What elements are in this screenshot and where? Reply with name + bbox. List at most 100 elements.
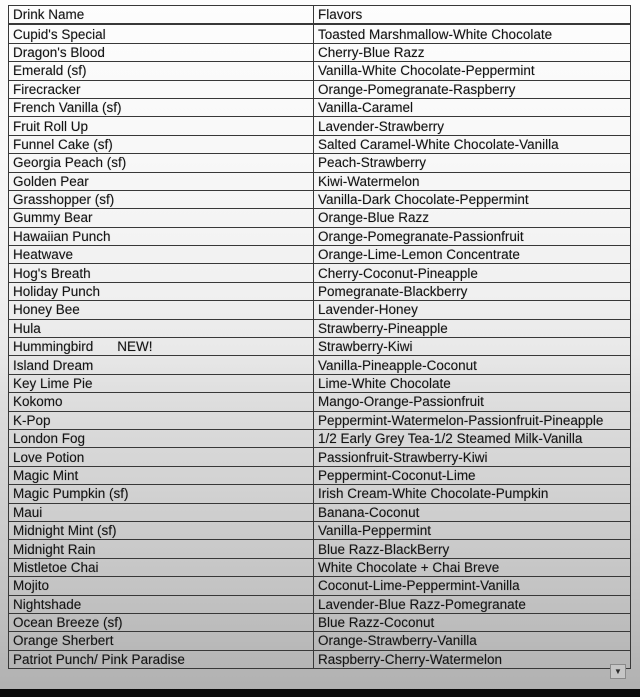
drink-name-cell[interactable]: Midnight Rain	[8, 539, 314, 559]
flavors-cell[interactable]: Strawberry-Pineapple	[313, 318, 631, 339]
drink-name: K-Pop	[13, 412, 51, 428]
drink-name-cell[interactable]: Mistletoe Chai	[8, 557, 314, 578]
drink-name-cell[interactable]: Holiday Punch	[8, 281, 314, 302]
table-row: Mistletoe Chai White Chocolate + Chai Bre…	[8, 557, 631, 578]
table-row: Grasshopper (sf) Vanilla-Dark Chocolate-P…	[8, 189, 631, 210]
drinks-table: Drink Name Flavors Cupid's Special Toaste…	[8, 5, 631, 670]
col-header-flavors[interactable]: Flavors	[313, 5, 631, 26]
table-body: Cupid's Special Toasted Marshmallow-White…	[8, 23, 631, 670]
flavors-cell[interactable]: Lavender-Strawberry	[313, 116, 631, 136]
flavors-cell[interactable]: Cherry-Coconut-Pineapple	[313, 263, 631, 283]
flavors-cell[interactable]: Passionfruit-Strawberry-Kiwi	[313, 447, 631, 467]
flavors-cell[interactable]: Pomegranate-Blackberry	[313, 281, 631, 302]
drink-name: Fruit Roll Up	[13, 118, 89, 134]
flavors-text: Strawberry-Pineapple	[318, 320, 448, 336]
drink-name-cell[interactable]: Gummy Bear	[8, 208, 314, 228]
drink-name-cell[interactable]: K-Pop	[8, 410, 314, 430]
flavors-text: Irish Cream-White Chocolate-Pumpkin	[318, 486, 549, 502]
table-row: Maui Banana-Coconut	[8, 502, 631, 522]
flavors-cell[interactable]: Mango-Orange-Passionfruit	[313, 392, 631, 412]
flavors-cell[interactable]: 1/2 Early Grey Tea-1/2 Steamed Milk-Vani…	[313, 428, 631, 449]
drink-name-cell[interactable]: Island Dream	[8, 355, 314, 375]
table-row: Emerald (sf) Vanilla-White Chocolate-Pepp…	[8, 61, 631, 81]
drink-name-cell[interactable]: Georgia Peach (sf)	[8, 153, 314, 173]
flavors-cell[interactable]: Banana-Coconut	[313, 502, 631, 522]
flavors-cell[interactable]: Peach-Strawberry	[313, 153, 631, 173]
drink-name-cell[interactable]: Ocean Breeze (sf)	[8, 612, 314, 633]
flavors-cell[interactable]: Blue Razz-BlackBerry	[313, 539, 631, 559]
drink-name-cell[interactable]: Midnight Mint (sf)	[8, 520, 314, 541]
drink-name-cell[interactable]: Mojito	[8, 576, 314, 596]
col-header-drink-name[interactable]: Drink Name	[8, 5, 314, 26]
drink-name-cell[interactable]: Kokomo	[8, 392, 314, 412]
drink-name-cell[interactable]: French Vanilla (sf)	[8, 97, 314, 118]
flavors-cell[interactable]: Raspberry-Cherry-Watermelon	[313, 649, 631, 670]
header-row: Drink Name Flavors	[8, 5, 631, 26]
drink-name: Midnight Rain	[13, 541, 96, 557]
drink-name-cell[interactable]: Maui	[8, 502, 314, 522]
scroll-down-button[interactable]: ▼	[610, 664, 626, 679]
table-row: Key Lime Pie Lime-White Chocolate	[8, 373, 631, 394]
drink-name: Golden Pear	[13, 173, 89, 189]
drink-name-cell[interactable]: Magic Pumpkin (sf)	[8, 484, 314, 504]
flavors-cell[interactable]: Orange-Lime-Lemon Concentrate	[313, 245, 631, 265]
drink-name-cell[interactable]: Fruit Roll Up	[8, 116, 314, 136]
drink-name-cell[interactable]: Patriot Punch/ Pink Paradise	[8, 649, 314, 670]
flavors-cell[interactable]: Coconut-Lime-Peppermint-Vanilla	[313, 576, 631, 596]
flavors-cell[interactable]: Irish Cream-White Chocolate-Pumpkin	[313, 484, 631, 504]
flavors-cell[interactable]: Kiwi-Watermelon	[313, 171, 631, 191]
drink-name-cell[interactable]: Hummingbird NEW!	[8, 337, 314, 357]
drink-name: Hula	[13, 320, 41, 336]
drink-name-cell[interactable]: Dragon's Blood	[8, 42, 314, 63]
drink-name: London Fog	[13, 431, 86, 447]
drink-name-cell[interactable]: Cupid's Special	[8, 23, 314, 44]
flavors-text: Orange-Lime-Lemon Concentrate	[318, 247, 520, 263]
drink-name-cell[interactable]: Nightshade	[8, 594, 314, 614]
drink-name-cell[interactable]: Orange Sherbert	[8, 631, 314, 651]
drink-name-cell[interactable]: Grasshopper (sf)	[8, 189, 314, 210]
flavors-cell[interactable]: Orange-Pomegranate-Raspberry	[313, 79, 631, 99]
drink-name-cell[interactable]: Honey Bee	[8, 300, 314, 320]
flavors-cell[interactable]: Vanilla-Caramel	[313, 97, 631, 118]
flavors-cell[interactable]: Salted Caramel-White Chocolate-Vanilla	[313, 134, 631, 155]
drink-name-cell[interactable]: Love Potion	[8, 447, 314, 467]
flavors-cell[interactable]: Lavender-Honey	[313, 300, 631, 320]
flavors-cell[interactable]: Orange-Blue Razz	[313, 208, 631, 228]
flavors-cell[interactable]: Vanilla-Dark Chocolate-Peppermint	[313, 189, 631, 210]
drink-name-cell[interactable]: Heatwave	[8, 245, 314, 265]
drink-name-cell[interactable]: Hog's Breath	[8, 263, 314, 283]
table-row: Love Potion Passionfruit-Strawberry-Kiwi	[8, 447, 631, 467]
flavors-cell[interactable]: Cherry-Blue Razz	[313, 42, 631, 63]
flavors-cell[interactable]: Orange-Strawberry-Vanilla	[313, 631, 631, 651]
flavors-text: Blue Razz-BlackBerry	[318, 541, 450, 557]
drink-name-cell[interactable]: Emerald (sf)	[8, 61, 314, 81]
drink-name: Magic Pumpkin (sf)	[13, 486, 129, 502]
flavors-cell[interactable]: Peppermint-Watermelon-Passionfruit-Pinea…	[313, 410, 631, 430]
flavors-text: Pomegranate-Blackberry	[318, 284, 468, 300]
table-row: Hawaiian Punch Orange-Pomegranate-Passion…	[8, 226, 631, 247]
drink-name: Nightshade	[13, 596, 82, 612]
flavors-cell[interactable]: Lime-White Chocolate	[313, 373, 631, 394]
drink-name-cell[interactable]: Funnel Cake (sf)	[8, 134, 314, 155]
flavors-cell[interactable]: Orange-Pomegranate-Passionfruit	[313, 226, 631, 247]
flavors-cell[interactable]: White Chocolate + Chai Breve	[313, 557, 631, 578]
flavors-cell[interactable]: Strawberry-Kiwi	[313, 337, 631, 357]
flavors-cell[interactable]: Vanilla-Peppermint	[313, 520, 631, 541]
drink-name-cell[interactable]: Golden Pear	[8, 171, 314, 191]
flavors-cell[interactable]: Blue Razz-Coconut	[313, 612, 631, 633]
flavors-cell[interactable]: Vanilla-Pineapple-Coconut	[313, 355, 631, 375]
flavors-cell[interactable]: Vanilla-White Chocolate-Peppermint	[313, 61, 631, 81]
drink-name-cell[interactable]: Magic Mint	[8, 465, 314, 486]
drink-name-cell[interactable]: Key Lime Pie	[8, 373, 314, 394]
flavors-cell[interactable]: Peppermint-Coconut-Lime	[313, 465, 631, 486]
drink-name-cell[interactable]: Hawaiian Punch	[8, 226, 314, 247]
flavors-text: Lime-White Chocolate	[318, 376, 451, 391]
flavors-cell[interactable]: Toasted Marshmallow-White Chocolate	[313, 23, 631, 44]
drink-name-cell[interactable]: London Fog	[8, 428, 314, 449]
drink-name-cell[interactable]: Firecracker	[8, 79, 314, 99]
table-row: Ocean Breeze (sf) Blue Razz-Coconut	[8, 612, 631, 633]
drink-name-cell[interactable]: Hula	[8, 318, 314, 339]
flavors-text: Lavender-Strawberry	[318, 118, 445, 134]
flavors-cell[interactable]: Lavender-Blue Razz-Pomegranate	[313, 594, 631, 614]
flavors-text: Toasted Marshmallow-White Chocolate	[318, 26, 553, 42]
